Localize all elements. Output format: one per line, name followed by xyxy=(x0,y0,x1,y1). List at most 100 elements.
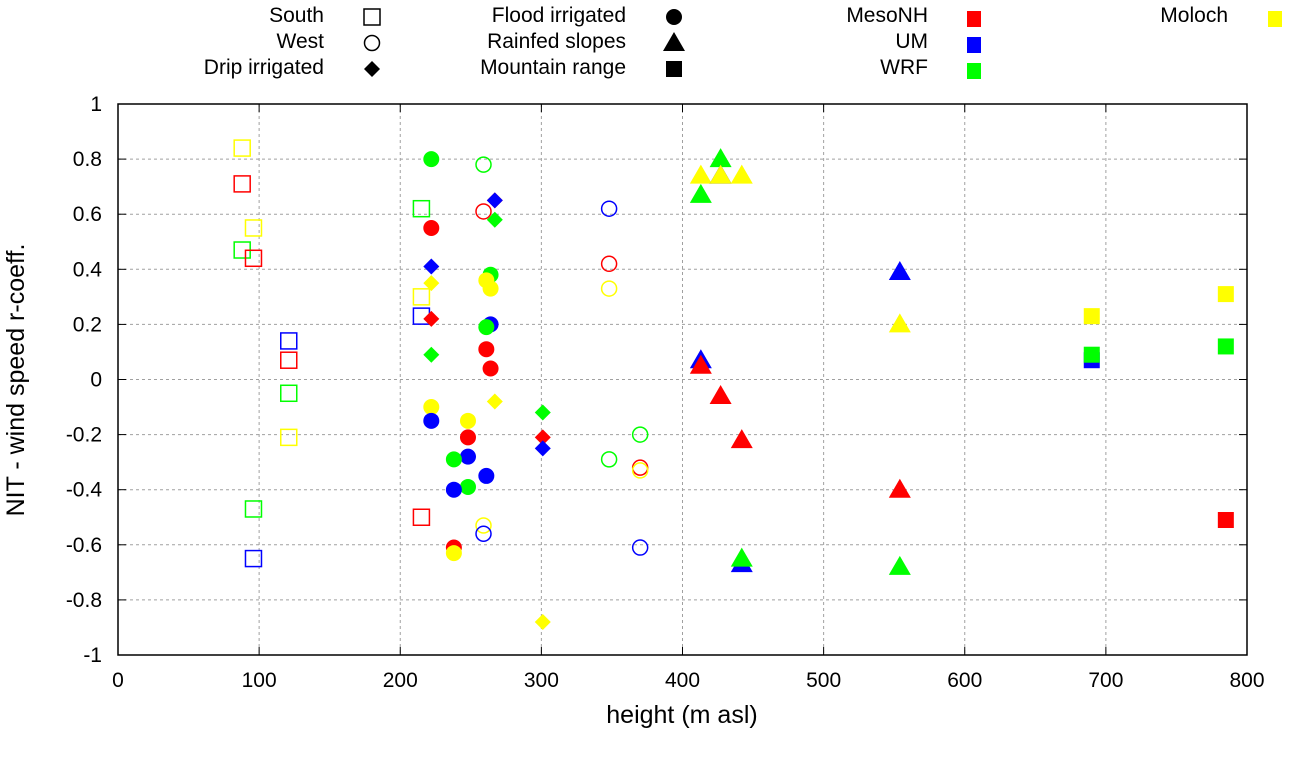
series-drip-irrigated xyxy=(423,192,551,630)
data-point-moloch xyxy=(1217,286,1234,303)
series-flood-irrigated xyxy=(423,151,499,562)
data-point-moloch xyxy=(244,219,263,237)
data-point-um xyxy=(888,261,911,281)
data-point-moloch xyxy=(459,412,476,429)
y-tick-label: 0.8 xyxy=(73,148,102,171)
legend: South West Drip irrigated Flood irrigated Ra… xyxy=(204,4,1282,79)
legend-label: MesoNH xyxy=(846,4,928,27)
data-point-wrf xyxy=(478,319,495,336)
x-tick-label: 800 xyxy=(1229,669,1264,692)
legend-entry-mountain-range: Mountain range xyxy=(480,56,682,79)
data-point-um xyxy=(475,525,492,543)
legend-label: South xyxy=(269,4,324,27)
legend-label: Moloch xyxy=(1160,4,1228,27)
data-point-mesonh xyxy=(423,310,440,327)
data-point-mesonh xyxy=(730,429,753,449)
x-tick-label: 600 xyxy=(947,669,982,692)
series-west xyxy=(475,156,649,556)
legend-label: UM xyxy=(895,30,928,53)
data-point-moloch xyxy=(423,275,440,292)
data-point-moloch xyxy=(631,462,649,479)
data-point-wrf xyxy=(888,555,911,575)
legend-entry-west: West xyxy=(277,30,381,53)
legend-circle-icon xyxy=(666,9,682,25)
legend-color-swatch-icon xyxy=(1268,11,1282,27)
data-point-wrf xyxy=(459,478,476,495)
legend-square-icon xyxy=(666,61,682,77)
data-point-mesonh xyxy=(244,249,263,268)
data-point-moloch xyxy=(412,288,431,306)
legend-entry-moloch: Moloch xyxy=(1160,4,1282,27)
data-point-moloch xyxy=(423,399,440,416)
x-axis-label: height (m asl) xyxy=(606,701,757,729)
data-point-mesonh xyxy=(233,175,251,193)
data-point-wrf xyxy=(1083,346,1100,363)
y-tick-label: -0.8 xyxy=(66,589,102,612)
data-point-mesonh xyxy=(475,203,492,220)
legend-color-swatch-icon xyxy=(967,37,981,53)
x-tick-label: 500 xyxy=(806,669,841,692)
data-point-moloch xyxy=(280,428,298,447)
y-tick-label: 0 xyxy=(90,369,102,392)
legend-color-swatch-icon xyxy=(967,63,981,79)
data-point-moloch xyxy=(534,613,551,630)
data-point-wrf xyxy=(1217,338,1234,355)
data-point-mesonh xyxy=(534,429,551,446)
legend-label: Flood irrigated xyxy=(492,4,626,27)
data-point-wrf xyxy=(445,451,462,468)
x-tick-label: 300 xyxy=(524,669,559,692)
legend-open-circle-icon xyxy=(363,34,381,52)
x-tick-label: 0 xyxy=(112,669,124,692)
data-point-moloch xyxy=(445,545,462,562)
data-point-um xyxy=(423,412,440,429)
data-point-wrf xyxy=(412,199,431,218)
data-points xyxy=(233,139,1234,630)
legend-entry-south: South xyxy=(269,4,381,27)
data-point-moloch xyxy=(482,280,499,297)
data-point-um xyxy=(459,448,476,465)
data-point-mesonh xyxy=(888,478,911,498)
y-axis-label: NIT - wind speed r-coeff. xyxy=(2,244,30,517)
x-tick-label: 700 xyxy=(1088,669,1123,692)
legend-label: Rainfed slopes xyxy=(487,30,626,53)
data-point-wrf xyxy=(280,384,298,403)
y-tick-label: -0.6 xyxy=(66,534,102,557)
y-tick-label: -0.4 xyxy=(66,479,103,502)
data-point-moloch xyxy=(1083,308,1100,325)
legend-entry-mesonh: MesoNH xyxy=(846,4,981,27)
grid xyxy=(118,104,1247,655)
data-point-um xyxy=(631,539,649,556)
data-point-mesonh xyxy=(1217,512,1234,529)
legend-label: West xyxy=(277,30,325,53)
data-point-moloch xyxy=(475,517,492,534)
legend-label: Mountain range xyxy=(480,56,626,79)
series-mountain-range xyxy=(1083,286,1234,529)
legend-entry-drip-irrigated: Drip irrigated xyxy=(204,56,380,79)
data-point-mesonh xyxy=(600,255,618,273)
legend-open-square-icon xyxy=(363,8,381,26)
legend-label: Drip irrigated xyxy=(204,56,324,79)
y-tick-label: 0.2 xyxy=(73,313,102,336)
data-point-moloch xyxy=(233,139,251,157)
axis-ticks: 0 100 200 300 400 500 600 700 80010.80.60.40.20-… xyxy=(66,93,1265,692)
data-point-mesonh xyxy=(709,385,732,405)
data-point-wrf xyxy=(689,183,712,203)
data-point-um xyxy=(534,440,551,457)
data-point-mesonh xyxy=(478,341,495,358)
data-point-moloch xyxy=(730,164,753,184)
data-point-wrf xyxy=(534,404,551,421)
data-point-wrf xyxy=(600,451,618,468)
data-point-mesonh xyxy=(459,429,476,446)
series-south xyxy=(233,139,431,568)
data-point-moloch xyxy=(600,280,618,297)
legend-triangle-icon xyxy=(663,32,685,51)
data-point-mesonh xyxy=(689,354,712,374)
y-tick-label: -1 xyxy=(83,644,102,667)
data-point-mesonh xyxy=(280,351,298,369)
legend-color-swatch-icon xyxy=(967,11,981,27)
data-point-um xyxy=(423,258,440,275)
legend-entry-um: UM xyxy=(895,30,981,53)
data-point-wrf xyxy=(709,148,732,168)
data-point-wrf xyxy=(475,156,492,173)
